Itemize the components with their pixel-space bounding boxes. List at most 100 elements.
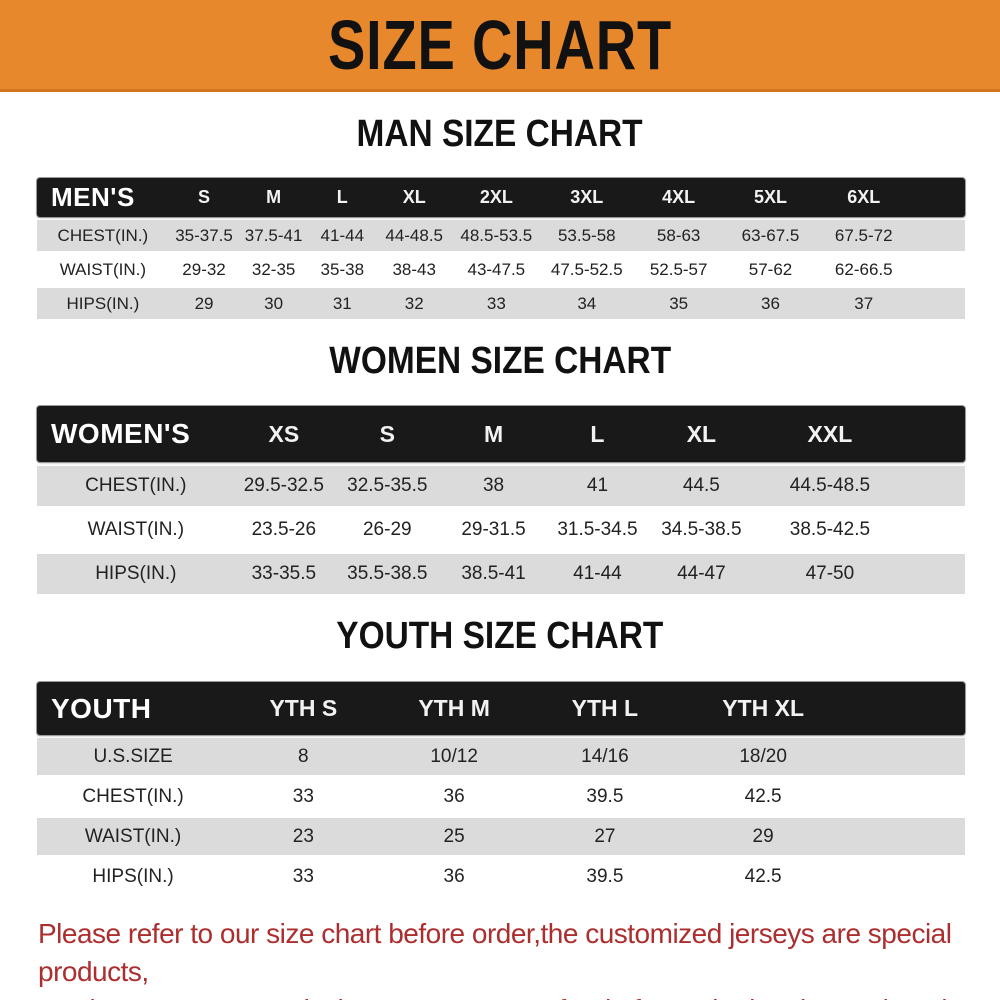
disclaimer-line-1: Please refer to our size chart before or…	[38, 918, 952, 987]
size-value: 38	[482, 475, 505, 496]
size-value: 31	[332, 293, 352, 313]
youth-size-table: YOUTH YTH S YTH M YTH L YTH XL U.S.SIZE 8 10/12…	[37, 682, 965, 895]
size-value: 41	[586, 475, 609, 496]
row-label: HIPS(IN.)	[92, 865, 174, 887]
size-value: 44-47	[677, 563, 726, 584]
table-row: HIPS(IN.) 33 36 39.5 42.5	[37, 858, 965, 895]
size-value: 27	[594, 825, 616, 847]
size-value: 33-35.5	[251, 563, 317, 584]
column-header: M	[483, 420, 504, 447]
size-value: 42.5	[744, 785, 782, 807]
size-value: 36	[443, 785, 465, 807]
row-label: U.S.SIZE	[93, 745, 173, 767]
size-value: 48.5-53.5	[460, 225, 533, 245]
size-value: 44-48.5	[385, 225, 444, 245]
size-value: 36	[761, 293, 780, 313]
size-value: 30	[264, 293, 284, 313]
column-header: S	[198, 187, 211, 207]
table-header-row: WOMEN'S XS S M L XL XXL	[37, 406, 965, 462]
size-value: 29	[194, 293, 214, 313]
men-section-heading-text: MAN SIZE CHART	[356, 113, 644, 155]
size-value: 38-43	[392, 259, 436, 279]
column-header: 2XL	[479, 187, 513, 207]
size-value: 34.5-38.5	[661, 519, 742, 540]
size-value: 67.5-72	[834, 225, 893, 245]
column-header: S	[379, 420, 395, 447]
men-size-table: MEN'S S M L XL 2XL 3XL 4XL 5XL 6XL CHEST(IN.) 35-37…	[37, 178, 965, 319]
size-value: 35.5-38.5	[347, 563, 428, 584]
column-header: XL	[402, 187, 426, 207]
column-header: 3XL	[570, 187, 604, 207]
row-label: WAIST(IN.)	[87, 519, 185, 540]
size-value: 37.5-41	[244, 225, 303, 245]
column-header: M	[266, 187, 282, 207]
size-value: 58-63	[656, 225, 701, 245]
size-value: 33	[292, 865, 314, 887]
table-header-row: MEN'S S M L XL 2XL 3XL 4XL 5XL 6XL	[37, 178, 965, 217]
size-value: 39.5	[586, 785, 624, 807]
column-header: YTH M	[418, 695, 490, 721]
women-section-heading: WOMEN SIZE CHART	[0, 340, 1000, 383]
size-value: 32-35	[251, 259, 296, 279]
size-value: 35-37.5	[175, 225, 233, 245]
table-row: WAIST(IN.) 23 25 27 29	[37, 818, 965, 855]
size-value: 36	[443, 865, 465, 887]
size-value: 31.5-34.5	[557, 519, 638, 540]
size-value: 41-44	[320, 225, 365, 245]
size-value: 29.5-32.5	[243, 475, 324, 496]
size-value: 25	[443, 825, 465, 847]
size-value: 44.5-48.5	[789, 475, 871, 496]
size-value: 34	[577, 293, 597, 313]
size-value: 42.5	[744, 865, 782, 887]
column-header: XXL	[807, 420, 853, 447]
row-label: WAIST(IN.)	[59, 259, 146, 279]
size-value: 38.5-41	[461, 563, 526, 584]
row-label: WAIST(IN.)	[84, 825, 182, 847]
size-value: 23	[292, 825, 314, 847]
size-value: 47-50	[805, 563, 855, 584]
size-value: 44.5	[682, 475, 720, 496]
size-value: 8	[298, 745, 309, 767]
size-value: 47.5-52.5	[550, 259, 623, 279]
size-value: 18/20	[739, 745, 787, 767]
title-banner: SIZE CHART	[0, 0, 1000, 92]
row-label: CHEST(IN.)	[57, 225, 149, 245]
size-value: 29	[752, 825, 774, 847]
table-row: HIPS(IN.) 33-35.5 35.5-38.5 38.5-41 41-44 44-…	[37, 554, 965, 594]
size-value: 35-38	[320, 259, 365, 279]
column-header: 5XL	[754, 187, 788, 207]
table-corner-label: WOMEN'S	[51, 418, 191, 449]
table-header-row: YOUTH YTH S YTH M YTH L YTH XL	[37, 682, 965, 735]
column-header: XS	[268, 420, 300, 447]
column-header: L	[590, 420, 605, 447]
table-row: WAIST(IN.) 23.5-26 26-29 29-31.5 31.5-34.5 34…	[37, 510, 965, 550]
women-section-heading-text: WOMEN SIZE CHART	[329, 340, 671, 382]
size-value: 23.5-26	[251, 519, 317, 540]
size-value: 35	[669, 293, 689, 313]
table-row: U.S.SIZE 8 10/12 14/16 18/20	[37, 738, 965, 775]
table-row: CHEST(IN.) 35-37.5 37.5-41 41-44 44-48.5 48.5…	[37, 220, 965, 251]
column-header: YTH S	[269, 695, 338, 721]
men-section-heading: MAN SIZE CHART	[0, 113, 1000, 156]
column-header: 4XL	[662, 187, 696, 207]
size-value: 26-29	[362, 519, 412, 540]
table-row: CHEST(IN.) 33 36 39.5 42.5	[37, 778, 965, 815]
size-value: 10/12	[430, 745, 478, 767]
column-header: XL	[686, 420, 717, 447]
size-value: 33	[486, 293, 506, 313]
disclaimer-line-2: we don't accept cancel, change, teturn o…	[38, 991, 1000, 1000]
column-header: YTH L	[571, 695, 639, 721]
size-value: 39.5	[586, 865, 624, 887]
order-disclaimer: Please refer to our size chart before or…	[38, 915, 1000, 1000]
table-row: HIPS(IN.) 29 30 31 32 33 34 35 36 37	[37, 288, 965, 319]
youth-section-heading-text: YOUTH SIZE CHART	[336, 615, 664, 657]
row-label: CHEST(IN.)	[82, 785, 184, 807]
size-value: 38.5-42.5	[789, 519, 871, 540]
page-title: SIZE CHART	[328, 5, 672, 84]
table-row: WAIST(IN.) 29-32 32-35 35-38 38-43 43-47.5 47.…	[37, 254, 965, 285]
size-value: 43-47.5	[467, 259, 526, 279]
column-header: YTH XL	[722, 695, 804, 721]
size-value: 62-66.5	[834, 259, 893, 279]
row-label: HIPS(IN.)	[95, 563, 177, 584]
